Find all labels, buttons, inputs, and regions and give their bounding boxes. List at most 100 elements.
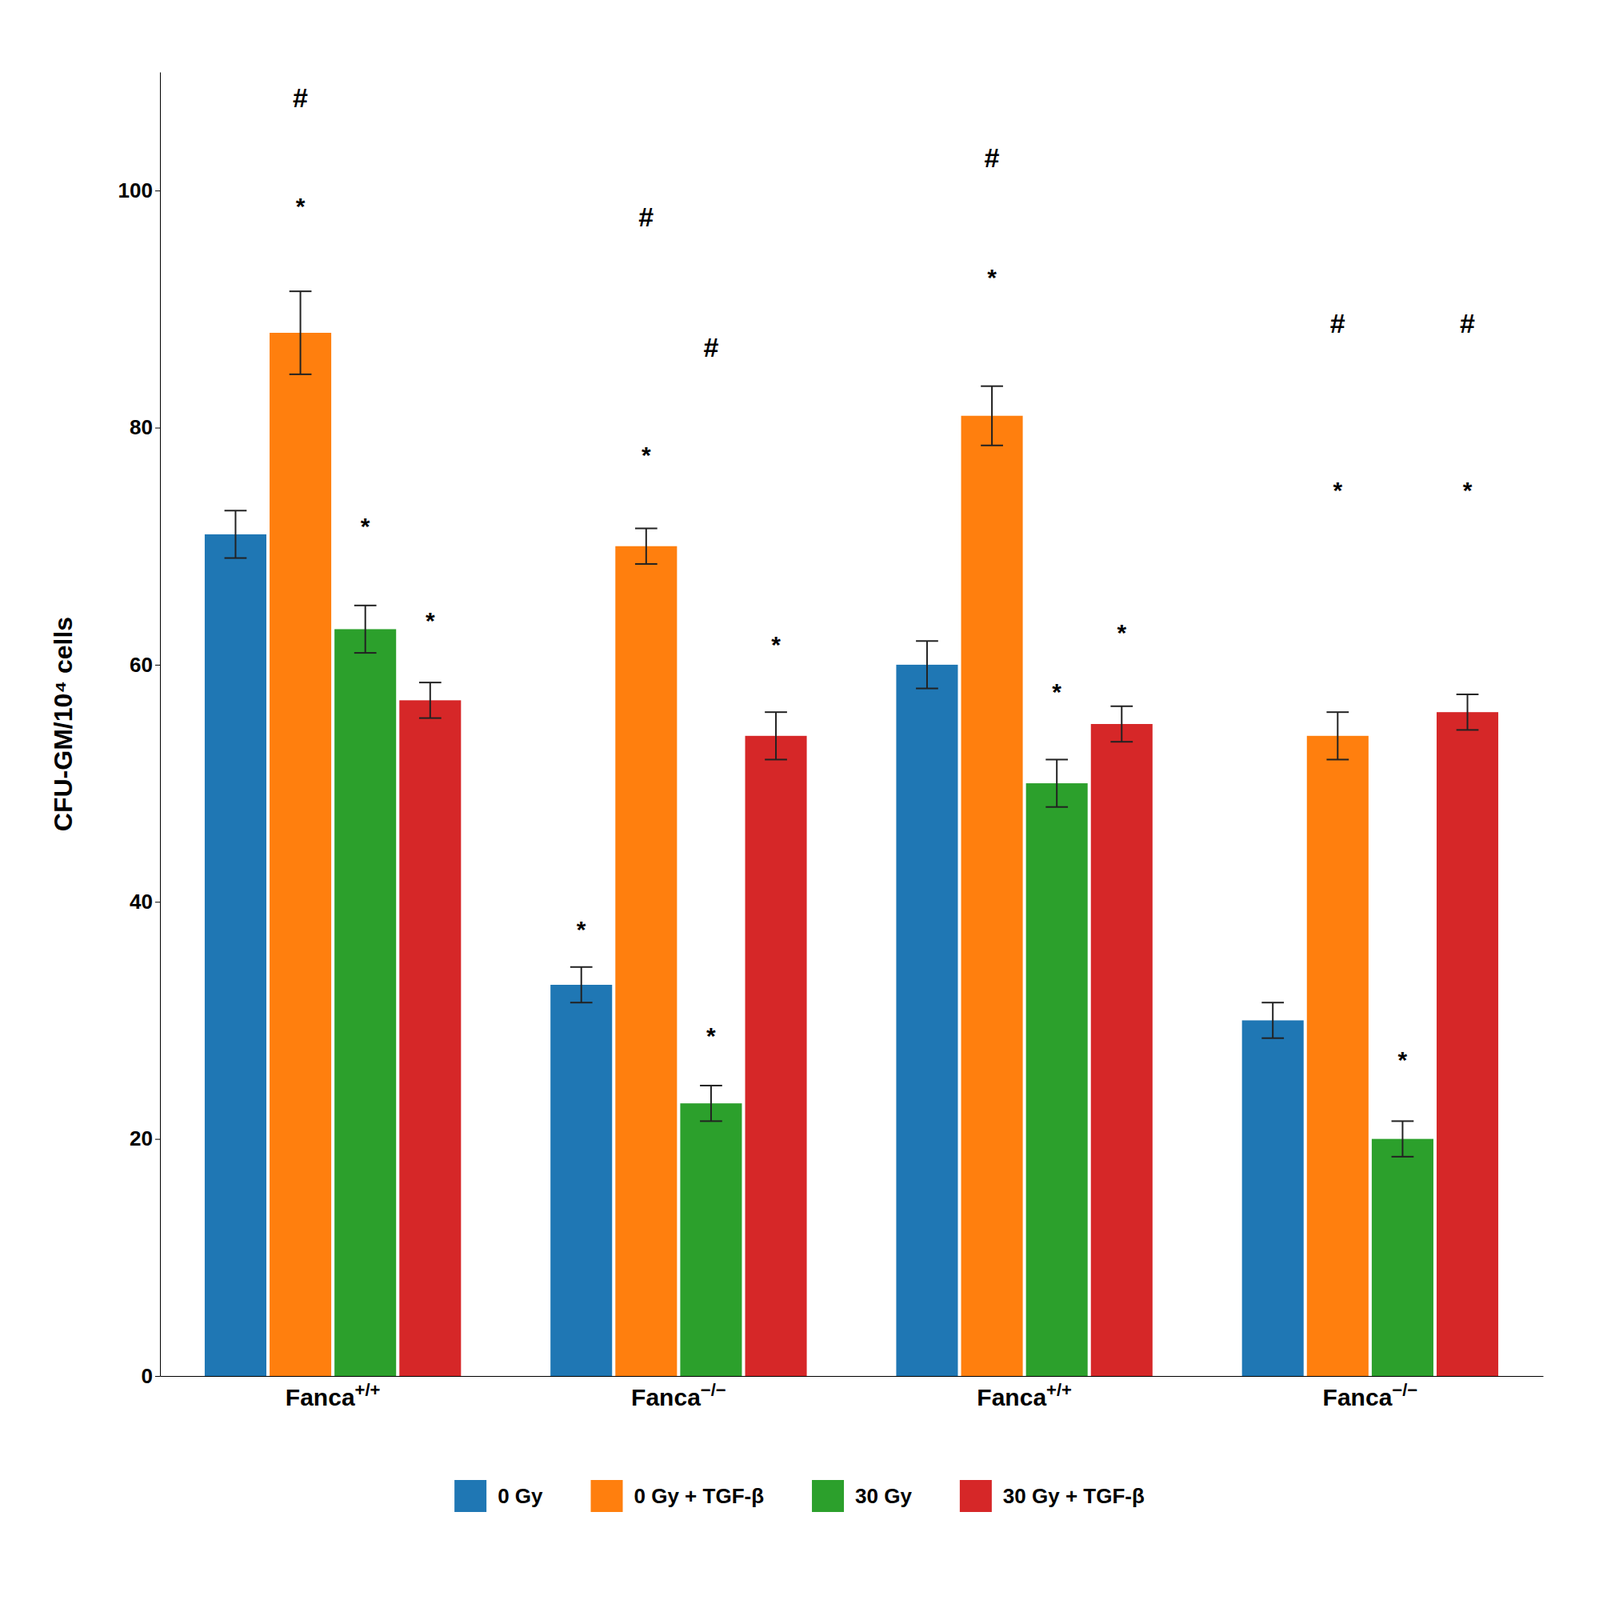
error-bar-cap [1391,1119,1415,1122]
tick-label: 20 [129,1126,153,1151]
annotation: * [771,631,781,658]
error-bar-cap [1326,711,1349,713]
annotation: # [984,142,1000,173]
annotation: # [638,201,654,232]
error-bar [915,640,939,688]
error-bar-cap [699,1119,723,1122]
tick-label: 100 [118,178,153,203]
tick: Fanca+/+ [976,1379,1072,1411]
bar [895,664,958,1376]
bar [334,628,396,1376]
error-bar [764,711,788,760]
error-bar-cap [764,758,788,760]
bar [204,534,267,1376]
legend-label: 0 Gy + TGF-β [634,1483,765,1508]
error-bar-cap [1045,806,1068,808]
error-bar-stem [580,967,583,1003]
bar [399,699,461,1376]
bar [1371,1139,1434,1376]
tick: 0 [141,1363,160,1388]
error-bar-cap [419,681,442,684]
error-bar-stem [1055,759,1058,807]
axis-domain [159,72,161,1377]
error-bar-stem [234,510,236,558]
error-bar [1391,1120,1415,1156]
tick-label: 80 [129,415,153,440]
tick: 20 [129,1126,160,1151]
annotation: # [292,82,308,113]
error-bar [1261,1002,1284,1038]
annotation: * [425,607,436,634]
error-bar [224,510,248,558]
tick: Fanca−/− [1323,1379,1419,1411]
error-bar-stem [991,386,993,446]
tick-label: 0 [141,1363,153,1388]
chart: 020406080100Fanca+/+Fanca−/−Fanca+/+Fanc… [0,0,1599,1600]
error-bar-cap [699,1084,723,1087]
bar [1242,1019,1304,1376]
error-bar-cap [1391,1155,1415,1158]
error-bar-cap [635,527,658,530]
error-bar-cap [570,966,593,968]
annotation: * [360,512,371,540]
error-bar [354,605,377,653]
error-bar-stem [710,1085,712,1121]
bar [615,546,677,1376]
error-bar-cap [1261,1001,1284,1004]
tick-label: Fanca+/+ [285,1379,381,1411]
error-bar-stem [299,291,302,375]
error-bar [1456,694,1480,730]
error-bar [1326,711,1349,760]
error-bar-stem [1120,706,1123,742]
annotation: * [1051,678,1062,705]
annotation: * [1332,476,1343,504]
x-axis: Fanca+/+Fanca−/−Fanca+/+Fanca−/− [160,1376,1544,1412]
tick-mark [155,190,160,192]
bar-series [334,628,1434,1376]
error-bar [419,682,442,718]
legend-label: 30 Gy [855,1483,912,1508]
tick: 40 [129,889,160,914]
legend: 0 Gy 0 Gy + TGF-β 30 Gy 30 Gy + TGF-β [454,1479,1145,1512]
annotation: # [1330,307,1346,339]
annotation: * [706,1022,716,1049]
error-bar-cap [915,687,939,690]
error-bar [635,528,658,564]
error-bar-cap [224,557,248,560]
error-bar-cap [354,604,377,607]
annotation: * [295,192,306,220]
tick-mark [155,1375,160,1377]
error-bar-stem [645,528,648,564]
tick: 60 [129,652,160,677]
legend-swatch [811,1479,844,1512]
bar [745,735,808,1376]
error-bar-stem [775,711,777,760]
legend-item: 0 Gy + TGF-β [591,1479,765,1512]
error-bar-cap [1110,705,1133,708]
bar-series [204,534,1304,1376]
tick: 80 [129,415,160,440]
bar [1091,723,1153,1376]
bar-series [399,699,1499,1376]
legend-item: 0 Gy [454,1479,544,1512]
tick-mark [155,1139,160,1140]
error-bar [289,291,312,375]
bar [269,332,332,1376]
bar [1307,735,1369,1376]
annotation: * [576,915,587,943]
error-bar-cap [1456,693,1480,696]
error-bar-cap [354,651,377,654]
error-bar-cap [980,385,1004,388]
annotation: * [1398,1046,1408,1073]
error-bar [1110,706,1133,742]
error-bar-cap [570,1001,593,1004]
y-axis: 0 20 40 60 80 100 [118,72,161,1388]
legend-label: 0 Gy [497,1483,544,1508]
error-bar-cap [289,373,312,376]
legend-swatch [591,1479,624,1512]
legend-label: 30 Gy + TGF-β [1003,1483,1145,1508]
error-bar [1045,759,1068,807]
annotations: #****#*#**#***#**#* [292,82,1476,1072]
error-bar-cap [1045,758,1068,760]
bar [679,1103,742,1376]
